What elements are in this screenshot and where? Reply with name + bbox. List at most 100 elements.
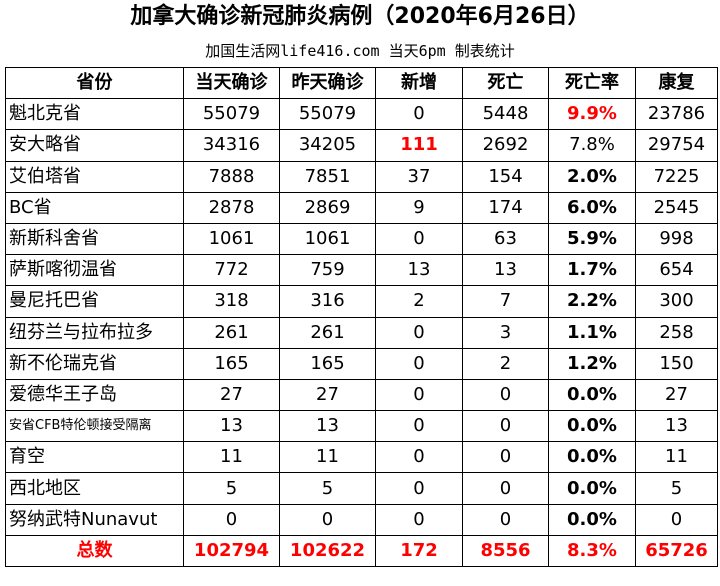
yesterday-cases: 55079 [279,98,376,131]
table-row: 新斯科舍省 1061 1061 0 63 5.9% 998 [5,222,718,256]
yesterday-cases: 5 [279,472,376,505]
table-row: 萨斯喀彻温省 772 759 13 13 1.7% 654 [5,254,718,287]
yesterday-cases: 7851 [279,160,376,193]
deaths: 7 [462,285,549,318]
page-title: 加拿大确诊新冠肺炎病例（2020年6月26日） [130,4,590,29]
table-row: BC省 2878 2869 9 174 6.0% 2545 [5,191,718,224]
total-row: 总数 102794 102622 172 8556 8.3% 65726 [5,534,718,568]
recovered: 7225 [635,160,718,193]
yesterday-cases: 11 [279,441,376,474]
deaths: 0 [462,472,549,505]
table-row: 努纳武特Nunavut 0 0 0 0 0.0% 0 [5,503,718,536]
today-cases: 11 [183,441,280,474]
header-death-rate: 死亡率 [548,66,636,100]
recovered: 150 [635,347,718,380]
today-cases: 34316 [183,129,280,162]
table-row: 纽芬兰与拉布拉多 261 261 0 3 1.1% 258 [5,316,718,349]
table-row: 爱德华王子岛 27 27 0 0 0.0% 27 [5,378,718,412]
yesterday-cases: 27 [279,378,376,412]
header-recovered: 康复 [635,66,718,100]
total-yesterday-cases: 102622 [279,534,376,568]
header-yesterday: 昨天确诊 [279,66,376,100]
new-cases: 37 [375,160,463,193]
death-rate: 6.0% [548,191,636,224]
province-name: 安省CFB特伦顿接受隔离 [5,410,184,443]
today-cases: 2878 [183,191,280,224]
today-cases: 27 [183,378,280,412]
recovered: 11 [635,441,718,474]
yesterday-cases: 316 [279,285,376,318]
death-rate: 1.7% [548,254,636,287]
death-rate: 0.0% [548,503,636,536]
province-name: BC省 [5,191,184,224]
province-name: 萨斯喀彻温省 [5,254,184,287]
new-cases: 0 [375,222,463,256]
table-row: 育空 11 11 0 0 0.0% 11 [5,441,718,474]
today-cases: 13 [183,410,280,443]
recovered: 29754 [635,129,718,162]
today-cases: 165 [183,347,280,380]
today-cases: 0 [183,503,280,536]
today-cases: 55079 [183,98,280,131]
province-name: 爱德华王子岛 [5,378,184,412]
new-cases: 0 [375,472,463,505]
province-name: 努纳武特Nunavut [5,503,184,536]
recovered: 2545 [635,191,718,224]
new-cases: 2 [375,285,463,318]
today-cases: 772 [183,254,280,287]
table-row: 曼尼托巴省 318 316 2 7 2.2% 300 [5,285,718,318]
new-cases: 0 [375,347,463,380]
today-cases: 261 [183,316,280,349]
new-cases: 0 [375,410,463,443]
total-today-cases: 102794 [183,534,280,568]
today-cases: 7888 [183,160,280,193]
province-name: 安大略省 [5,129,184,162]
new-cases: 0 [375,98,463,131]
new-cases: 9 [375,191,463,224]
death-rate: 1.2% [548,347,636,380]
death-rate: 2.0% [548,160,636,193]
recovered: 13 [635,410,718,443]
deaths: 0 [462,441,549,474]
death-rate: 0.0% [548,472,636,505]
deaths: 0 [462,503,549,536]
new-cases: 0 [375,441,463,474]
death-rate: 7.8% [548,129,636,162]
recovered: 23786 [635,98,718,131]
province-name: 纽芬兰与拉布拉多 [5,316,184,349]
table-row: 新不伦瑞克省 165 165 0 2 1.2% 150 [5,347,718,380]
new-cases: 111 [375,129,463,162]
recovered: 5 [635,472,718,505]
page-subtitle: 加国生活网life416.com 当天6pm 制表统计 [205,42,515,60]
death-rate: 5.9% [548,222,636,256]
recovered: 27 [635,378,718,412]
today-cases: 1061 [183,222,280,256]
deaths: 0 [462,410,549,443]
yesterday-cases: 759 [279,254,376,287]
deaths: 174 [462,191,549,224]
new-cases: 13 [375,254,463,287]
new-cases: 0 [375,503,463,536]
death-rate: 0.0% [548,378,636,412]
table-row: 艾伯塔省 7888 7851 37 154 2.0% 7225 [5,160,718,193]
deaths: 13 [462,254,549,287]
header-new: 新增 [375,66,463,100]
deaths: 63 [462,222,549,256]
province-name: 艾伯塔省 [5,160,184,193]
yesterday-cases: 0 [279,503,376,536]
table-row: 西北地区 5 5 0 0 0.0% 5 [5,472,718,505]
death-rate: 0.0% [548,410,636,443]
recovered: 654 [635,254,718,287]
death-rate: 2.2% [548,285,636,318]
header-province: 省份 [5,66,184,100]
new-cases: 0 [375,316,463,349]
recovered: 0 [635,503,718,536]
total-death-rate: 8.3% [548,534,636,568]
deaths: 5448 [462,98,549,131]
province-name: 魁北克省 [5,98,184,131]
today-cases: 318 [183,285,280,318]
deaths: 154 [462,160,549,193]
province-name: 西北地区 [5,472,184,505]
table-header-row: 省份 当天确诊 昨天确诊 新增 死亡 死亡率 康复 [5,66,718,100]
header-today: 当天确诊 [183,66,280,100]
